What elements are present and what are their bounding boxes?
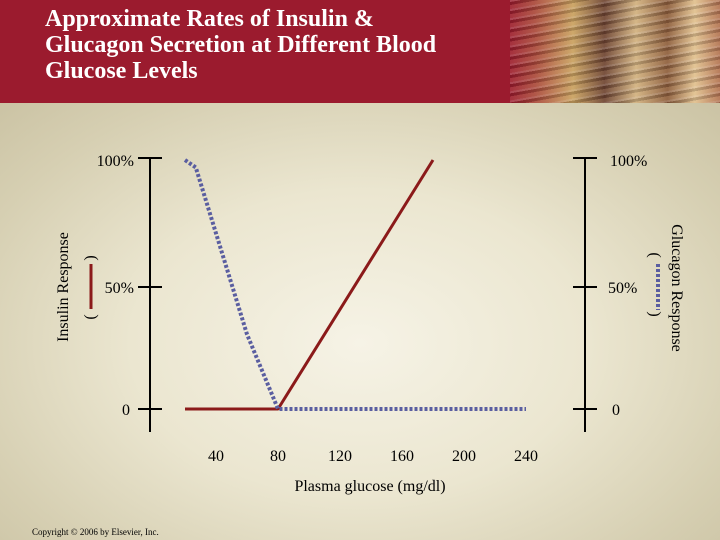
left-axis-legend-key: ( )	[82, 255, 99, 319]
series-insulin-line	[185, 159, 435, 411]
left-axis-label: Insulin Response	[55, 232, 72, 342]
x-tick-label-80: 80	[270, 448, 286, 465]
left-axis: 100% 50% 0	[97, 153, 162, 432]
x-tick-label-240: 240	[514, 448, 538, 465]
header-decorative-image	[510, 0, 720, 103]
left-legend-close-paren: )	[82, 255, 99, 260]
x-tick-label-120: 120	[328, 448, 352, 465]
left-tick-label-100: 100%	[97, 153, 134, 170]
right-tick-label-50: 50%	[608, 280, 637, 297]
right-tick-label-0: 0	[612, 402, 620, 419]
x-tick-label-200: 200	[452, 448, 476, 465]
x-tick-label-160: 160	[390, 448, 414, 465]
right-axis-title: Glucagon Response	[668, 224, 685, 352]
right-tick-label-100: 100%	[610, 153, 647, 170]
slide-title: Approximate Rates of Insulin & Glucagon …	[45, 6, 525, 84]
series-glucagon-line	[183, 158, 526, 411]
right-legend-close-paren: )	[646, 311, 663, 316]
right-axis-label: Glucagon Response	[668, 224, 685, 352]
right-axis: 100% 50% 0	[573, 153, 647, 432]
slide-body	[0, 103, 720, 540]
right-legend-open-paren: (	[646, 252, 663, 257]
right-axis-legend-key: ( )	[646, 252, 663, 316]
x-tick-label-40: 40	[208, 448, 224, 465]
title-line-3: Glucose Levels	[45, 58, 198, 84]
title-banner: Approximate Rates of Insulin & Glucagon …	[0, 0, 720, 103]
left-legend-open-paren: (	[82, 314, 99, 319]
left-tick-label-0: 0	[122, 402, 130, 419]
x-axis-label: Plasma glucose (mg/dl)	[294, 478, 445, 495]
left-tick-label-50: 50%	[105, 280, 134, 297]
title-line-1: Approximate Rates of Insulin &	[45, 6, 374, 32]
left-axis-title: Insulin Response	[55, 232, 72, 342]
title-line-2: Glucagon Secretion at Different Blood	[45, 32, 437, 58]
x-axis: 40 80 120 160 200 240 Plasma glucose (mg…	[208, 448, 538, 495]
copyright-notice: Copyright © 2006 by Elsevier, Inc.	[32, 527, 159, 537]
